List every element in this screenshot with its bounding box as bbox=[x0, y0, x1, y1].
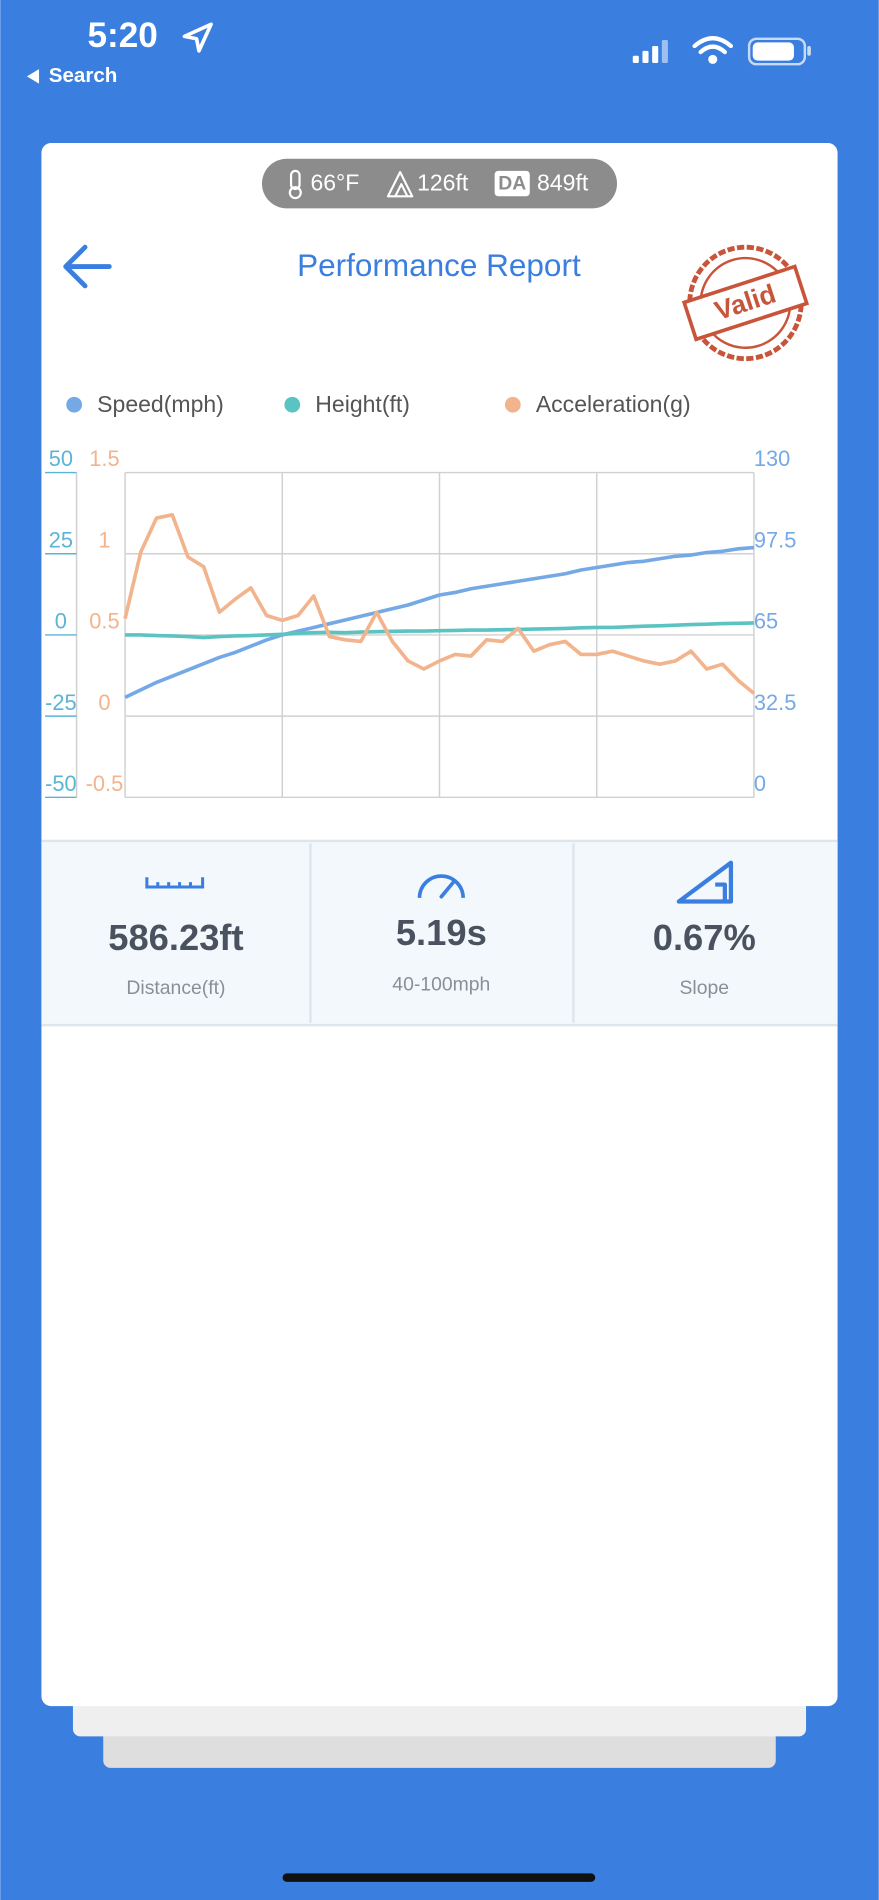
thermometer-tube bbox=[289, 169, 301, 191]
altitude: 126ft bbox=[417, 169, 469, 195]
tick-label: -50 bbox=[45, 771, 77, 796]
tick-label: 25 bbox=[49, 527, 73, 552]
chart: -50 -25 0 25 50 0 32.5 65 97.5 130 -0.5 0 0.5 1 1.5 bbox=[45, 446, 796, 799]
da-badge-label: DA bbox=[498, 172, 526, 194]
tick-label: 65 bbox=[754, 609, 778, 634]
tick-label: 0 bbox=[98, 690, 110, 715]
battery-level bbox=[752, 42, 794, 61]
signal-bar bbox=[661, 39, 668, 64]
page-title: Performance Report bbox=[297, 247, 581, 283]
ruler-icon bbox=[145, 877, 205, 889]
tick-label: 1 bbox=[98, 527, 110, 552]
wifi-dot bbox=[708, 54, 718, 64]
home-indicator bbox=[282, 1873, 596, 1882]
wifi-arc bbox=[692, 36, 734, 49]
mountain-icon bbox=[386, 170, 414, 198]
legend-label: Acceleration(g) bbox=[536, 391, 691, 417]
stat-value: 5.19s bbox=[396, 912, 487, 953]
tick-label: -0.5 bbox=[86, 771, 124, 796]
slope-icon bbox=[676, 860, 734, 904]
legend-marker bbox=[504, 396, 521, 413]
tick-label: 0.5 bbox=[89, 609, 119, 634]
thermometer-icon bbox=[288, 169, 302, 200]
stat-label: Slope bbox=[679, 977, 729, 999]
tick-label: 0 bbox=[754, 771, 766, 796]
density-altitude: 849ft bbox=[537, 169, 589, 195]
back-label[interactable]: Search bbox=[49, 64, 118, 87]
gauge-needle bbox=[439, 880, 456, 899]
signal-bar bbox=[652, 46, 659, 64]
temperature: 66°F bbox=[310, 169, 359, 195]
da-badge bbox=[494, 170, 530, 197]
battery-icon bbox=[747, 37, 811, 66]
stats: 586.23ft Distance(ft) 5.19s 40-100mph 0.67% S… bbox=[108, 912, 756, 999]
stats-panel bbox=[41, 840, 838, 1026]
location-icon bbox=[182, 22, 213, 53]
conditions-pill bbox=[261, 158, 618, 209]
series-line bbox=[124, 545, 755, 700]
stat-value: 586.23ft bbox=[108, 917, 243, 958]
tick-label: 0 bbox=[55, 609, 67, 634]
signal-bar bbox=[632, 55, 639, 64]
clock: 5:20 bbox=[87, 16, 157, 55]
series-line bbox=[125, 621, 754, 640]
battery-frame bbox=[747, 37, 807, 66]
thermometer-bulb bbox=[288, 186, 302, 200]
stat-label: 40-100mph bbox=[392, 973, 490, 995]
legend-label: Height(ft) bbox=[315, 391, 410, 417]
series-line bbox=[123, 512, 756, 695]
tick-label: 1.5 bbox=[89, 446, 119, 471]
stamp-band bbox=[681, 264, 810, 342]
battery-tip bbox=[807, 46, 811, 56]
legend-marker bbox=[284, 396, 301, 413]
signal-icon bbox=[632, 39, 668, 64]
tick-label: 130 bbox=[754, 446, 790, 471]
gauge-icon bbox=[417, 874, 465, 898]
back-arrow[interactable] bbox=[63, 244, 112, 289]
tick-label: -25 bbox=[45, 690, 77, 715]
stat-value: 0.67% bbox=[653, 917, 756, 958]
tick-label: 32.5 bbox=[754, 690, 796, 715]
wifi-arc bbox=[698, 44, 727, 55]
stat-label: Distance(ft) bbox=[126, 977, 225, 999]
legend-marker bbox=[66, 396, 83, 413]
legend-label: Speed(mph) bbox=[97, 391, 224, 417]
back-triangle bbox=[26, 69, 40, 84]
signal-bar bbox=[642, 50, 649, 64]
tick-label: 97.5 bbox=[754, 527, 796, 552]
back-to-search[interactable]: Search bbox=[26, 64, 118, 87]
tick-label: 50 bbox=[49, 446, 73, 471]
wifi-icon bbox=[692, 36, 734, 64]
